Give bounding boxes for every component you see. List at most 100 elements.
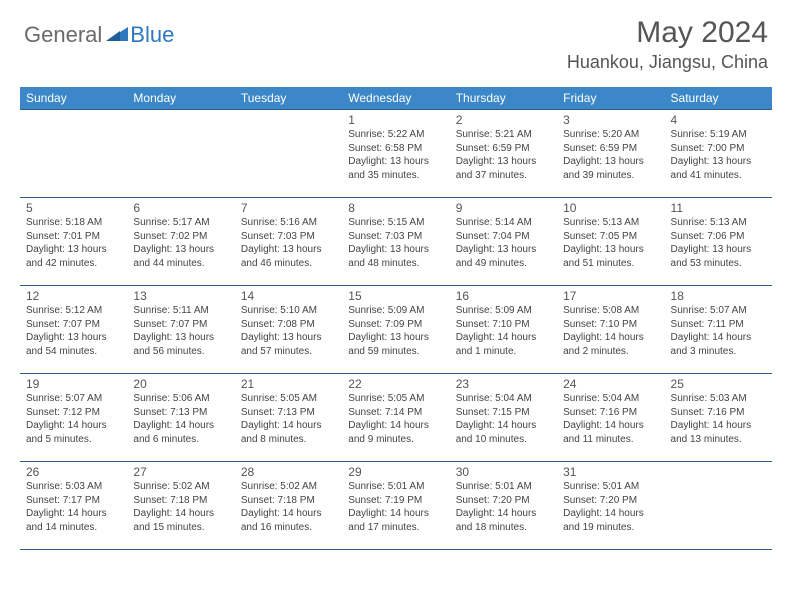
day-info: Sunrise: 5:04 AMSunset: 7:15 PMDaylight:… bbox=[456, 392, 551, 446]
calendar-cell: 7Sunrise: 5:16 AMSunset: 7:03 PMDaylight… bbox=[235, 198, 342, 286]
day-header: Saturday bbox=[665, 87, 772, 110]
calendar-cell: 4Sunrise: 5:19 AMSunset: 7:00 PMDaylight… bbox=[665, 110, 772, 198]
day-info: Sunrise: 5:17 AMSunset: 7:02 PMDaylight:… bbox=[133, 216, 228, 270]
calendar-cell: 21Sunrise: 5:05 AMSunset: 7:13 PMDayligh… bbox=[235, 374, 342, 462]
calendar-cell: 2Sunrise: 5:21 AMSunset: 6:59 PMDaylight… bbox=[450, 110, 557, 198]
day-number: 28 bbox=[241, 465, 336, 479]
calendar-cell: 9Sunrise: 5:14 AMSunset: 7:04 PMDaylight… bbox=[450, 198, 557, 286]
day-number: 6 bbox=[133, 201, 228, 215]
day-number: 4 bbox=[671, 113, 766, 127]
day-number: 21 bbox=[241, 377, 336, 391]
calendar-cell: 11Sunrise: 5:13 AMSunset: 7:06 PMDayligh… bbox=[665, 198, 772, 286]
day-info: Sunrise: 5:11 AMSunset: 7:07 PMDaylight:… bbox=[133, 304, 228, 358]
calendar-cell: 5Sunrise: 5:18 AMSunset: 7:01 PMDaylight… bbox=[20, 198, 127, 286]
calendar-cell: 30Sunrise: 5:01 AMSunset: 7:20 PMDayligh… bbox=[450, 462, 557, 550]
day-info: Sunrise: 5:02 AMSunset: 7:18 PMDaylight:… bbox=[133, 480, 228, 534]
day-info: Sunrise: 5:01 AMSunset: 7:20 PMDaylight:… bbox=[456, 480, 551, 534]
calendar-row: 26Sunrise: 5:03 AMSunset: 7:17 PMDayligh… bbox=[20, 462, 772, 550]
day-header: Tuesday bbox=[235, 87, 342, 110]
day-info: Sunrise: 5:04 AMSunset: 7:16 PMDaylight:… bbox=[563, 392, 658, 446]
day-info: Sunrise: 5:07 AMSunset: 7:11 PMDaylight:… bbox=[671, 304, 766, 358]
calendar-cell: 10Sunrise: 5:13 AMSunset: 7:05 PMDayligh… bbox=[557, 198, 664, 286]
calendar-cell bbox=[235, 110, 342, 198]
day-info: Sunrise: 5:18 AMSunset: 7:01 PMDaylight:… bbox=[26, 216, 121, 270]
day-info: Sunrise: 5:19 AMSunset: 7:00 PMDaylight:… bbox=[671, 128, 766, 182]
day-info: Sunrise: 5:09 AMSunset: 7:10 PMDaylight:… bbox=[456, 304, 551, 358]
day-number: 9 bbox=[456, 201, 551, 215]
brand-text-blue: Blue bbox=[130, 22, 174, 48]
day-number: 24 bbox=[563, 377, 658, 391]
day-number: 26 bbox=[26, 465, 121, 479]
calendar-cell: 16Sunrise: 5:09 AMSunset: 7:10 PMDayligh… bbox=[450, 286, 557, 374]
calendar-cell: 23Sunrise: 5:04 AMSunset: 7:15 PMDayligh… bbox=[450, 374, 557, 462]
day-number: 12 bbox=[26, 289, 121, 303]
day-number: 29 bbox=[348, 465, 443, 479]
day-info: Sunrise: 5:15 AMSunset: 7:03 PMDaylight:… bbox=[348, 216, 443, 270]
day-info: Sunrise: 5:21 AMSunset: 6:59 PMDaylight:… bbox=[456, 128, 551, 182]
calendar-cell: 15Sunrise: 5:09 AMSunset: 7:09 PMDayligh… bbox=[342, 286, 449, 374]
brand-triangle-icon bbox=[106, 25, 128, 46]
day-number: 18 bbox=[671, 289, 766, 303]
calendar-cell: 8Sunrise: 5:15 AMSunset: 7:03 PMDaylight… bbox=[342, 198, 449, 286]
calendar-row: 12Sunrise: 5:12 AMSunset: 7:07 PMDayligh… bbox=[20, 286, 772, 374]
brand-text-general: General bbox=[24, 22, 102, 48]
day-info: Sunrise: 5:06 AMSunset: 7:13 PMDaylight:… bbox=[133, 392, 228, 446]
calendar-body: 1Sunrise: 5:22 AMSunset: 6:58 PMDaylight… bbox=[20, 110, 772, 550]
day-info: Sunrise: 5:16 AMSunset: 7:03 PMDaylight:… bbox=[241, 216, 336, 270]
day-info: Sunrise: 5:02 AMSunset: 7:18 PMDaylight:… bbox=[241, 480, 336, 534]
day-number: 1 bbox=[348, 113, 443, 127]
calendar-cell: 1Sunrise: 5:22 AMSunset: 6:58 PMDaylight… bbox=[342, 110, 449, 198]
day-number: 17 bbox=[563, 289, 658, 303]
day-info: Sunrise: 5:01 AMSunset: 7:19 PMDaylight:… bbox=[348, 480, 443, 534]
calendar-cell: 25Sunrise: 5:03 AMSunset: 7:16 PMDayligh… bbox=[665, 374, 772, 462]
day-info: Sunrise: 5:03 AMSunset: 7:16 PMDaylight:… bbox=[671, 392, 766, 446]
day-info: Sunrise: 5:03 AMSunset: 7:17 PMDaylight:… bbox=[26, 480, 121, 534]
calendar-cell: 13Sunrise: 5:11 AMSunset: 7:07 PMDayligh… bbox=[127, 286, 234, 374]
day-header: Sunday bbox=[20, 87, 127, 110]
day-number: 27 bbox=[133, 465, 228, 479]
day-number: 2 bbox=[456, 113, 551, 127]
calendar-cell: 6Sunrise: 5:17 AMSunset: 7:02 PMDaylight… bbox=[127, 198, 234, 286]
brand-logo: General Blue bbox=[24, 16, 174, 48]
header: General Blue May 2024 Huankou, Jiangsu, … bbox=[0, 0, 792, 81]
day-number: 20 bbox=[133, 377, 228, 391]
calendar-cell bbox=[20, 110, 127, 198]
day-info: Sunrise: 5:08 AMSunset: 7:10 PMDaylight:… bbox=[563, 304, 658, 358]
day-info: Sunrise: 5:07 AMSunset: 7:12 PMDaylight:… bbox=[26, 392, 121, 446]
day-number: 25 bbox=[671, 377, 766, 391]
day-header: Friday bbox=[557, 87, 664, 110]
calendar-cell: 18Sunrise: 5:07 AMSunset: 7:11 PMDayligh… bbox=[665, 286, 772, 374]
page-title: May 2024 bbox=[567, 16, 768, 50]
day-number: 15 bbox=[348, 289, 443, 303]
day-info: Sunrise: 5:22 AMSunset: 6:58 PMDaylight:… bbox=[348, 128, 443, 182]
day-number: 13 bbox=[133, 289, 228, 303]
day-number: 16 bbox=[456, 289, 551, 303]
calendar-table: SundayMondayTuesdayWednesdayThursdayFrid… bbox=[20, 87, 772, 550]
calendar-cell: 12Sunrise: 5:12 AMSunset: 7:07 PMDayligh… bbox=[20, 286, 127, 374]
calendar-cell: 24Sunrise: 5:04 AMSunset: 7:16 PMDayligh… bbox=[557, 374, 664, 462]
calendar-row: 19Sunrise: 5:07 AMSunset: 7:12 PMDayligh… bbox=[20, 374, 772, 462]
calendar-row: 1Sunrise: 5:22 AMSunset: 6:58 PMDaylight… bbox=[20, 110, 772, 198]
day-header: Thursday bbox=[450, 87, 557, 110]
calendar-cell bbox=[665, 462, 772, 550]
day-number: 19 bbox=[26, 377, 121, 391]
day-number: 23 bbox=[456, 377, 551, 391]
day-info: Sunrise: 5:20 AMSunset: 6:59 PMDaylight:… bbox=[563, 128, 658, 182]
calendar-cell: 19Sunrise: 5:07 AMSunset: 7:12 PMDayligh… bbox=[20, 374, 127, 462]
day-info: Sunrise: 5:14 AMSunset: 7:04 PMDaylight:… bbox=[456, 216, 551, 270]
day-number: 5 bbox=[26, 201, 121, 215]
calendar-cell bbox=[127, 110, 234, 198]
calendar-cell: 20Sunrise: 5:06 AMSunset: 7:13 PMDayligh… bbox=[127, 374, 234, 462]
day-info: Sunrise: 5:01 AMSunset: 7:20 PMDaylight:… bbox=[563, 480, 658, 534]
calendar-row: 5Sunrise: 5:18 AMSunset: 7:01 PMDaylight… bbox=[20, 198, 772, 286]
calendar-cell: 27Sunrise: 5:02 AMSunset: 7:18 PMDayligh… bbox=[127, 462, 234, 550]
calendar-cell: 29Sunrise: 5:01 AMSunset: 7:19 PMDayligh… bbox=[342, 462, 449, 550]
day-number: 10 bbox=[563, 201, 658, 215]
calendar-cell: 3Sunrise: 5:20 AMSunset: 6:59 PMDaylight… bbox=[557, 110, 664, 198]
day-info: Sunrise: 5:12 AMSunset: 7:07 PMDaylight:… bbox=[26, 304, 121, 358]
title-block: May 2024 Huankou, Jiangsu, China bbox=[567, 16, 768, 73]
day-info: Sunrise: 5:05 AMSunset: 7:14 PMDaylight:… bbox=[348, 392, 443, 446]
day-header: Wednesday bbox=[342, 87, 449, 110]
calendar-head: SundayMondayTuesdayWednesdayThursdayFrid… bbox=[20, 87, 772, 110]
calendar-cell: 28Sunrise: 5:02 AMSunset: 7:18 PMDayligh… bbox=[235, 462, 342, 550]
